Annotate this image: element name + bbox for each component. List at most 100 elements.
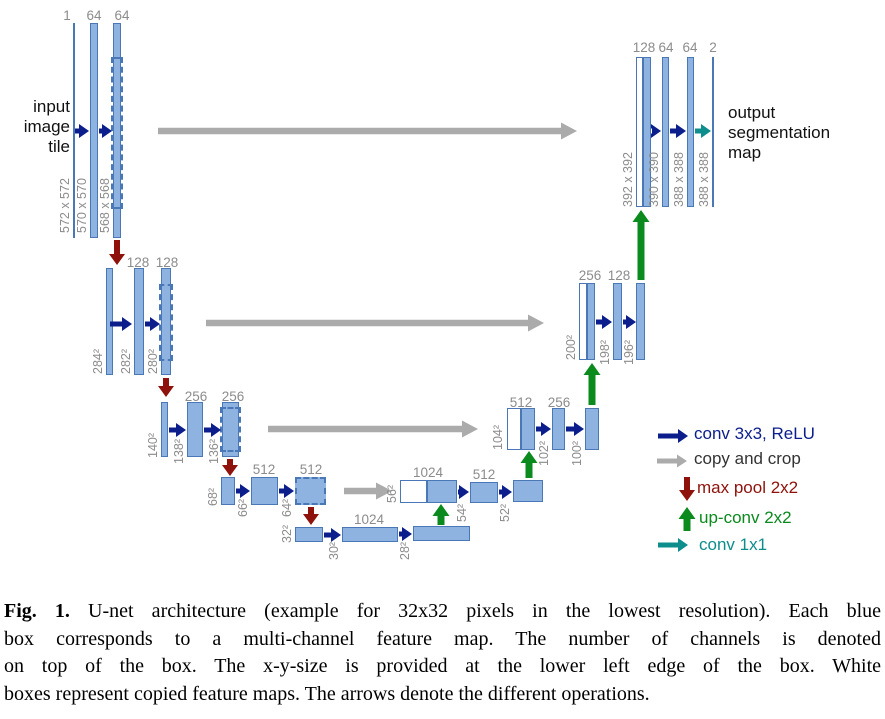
channel-count-label: 256 (184, 389, 208, 404)
legend-conv1-arrow (658, 538, 688, 552)
xy-size-label: 284² (91, 348, 105, 374)
xy-size-label: 68² (206, 487, 220, 506)
dec4-map-52 (513, 480, 543, 502)
channel-count-label: 1 (63, 8, 71, 23)
xy-size-label: 388 x 388 (672, 152, 686, 207)
conv-arrow (458, 485, 469, 499)
channel-count-label: 128 (126, 255, 150, 270)
enc3-map-138 (187, 402, 203, 457)
conv-arrow (110, 317, 132, 331)
bottom-map-28 (413, 526, 470, 541)
enc4-map-66 (251, 477, 278, 505)
input-image-tile-label: input image tile (23, 97, 70, 156)
channel-count-label: 64 (682, 40, 698, 55)
up-arrow (432, 504, 450, 525)
channel-count-label: 128 (632, 40, 656, 55)
output-segmentation-map-label: output segmentation map (728, 103, 831, 162)
enc3-map-136 (222, 402, 239, 457)
xy-size-label: 32² (280, 524, 294, 543)
xy-size-label: 200² (564, 334, 578, 360)
arrows-layer (75, 122, 711, 552)
dec3-map-102 (552, 408, 565, 450)
up-arrow (520, 451, 538, 478)
xy-size-label: 64² (280, 498, 294, 517)
xy-size-label: 280² (146, 348, 160, 374)
channel-count-label: 512 (472, 467, 496, 482)
caption-fig-label: Fig. 1. (4, 600, 70, 622)
channel-count-label: 512 (299, 462, 323, 477)
xy-size-label: 28² (398, 541, 412, 560)
channel-count-label: 512 (509, 395, 533, 410)
xy-size-label: 390 x 390 (647, 152, 661, 207)
xy-size-label: 56² (385, 484, 399, 503)
xy-size-label: 392 x 392 (621, 152, 635, 207)
conv-arrow (204, 423, 221, 437)
xy-size-label: 568 x 568 (98, 178, 112, 233)
caption-line-3: on top of the box. The x-y-size is provi… (4, 655, 881, 677)
legend-up-arrow (678, 507, 696, 531)
dec1-map-388 (687, 57, 694, 207)
pool-arrow (158, 378, 174, 397)
xy-size-label: 100² (570, 440, 584, 466)
dec2-copied-200 (579, 283, 587, 360)
enc4-map-68 (221, 477, 235, 505)
copy-arrow (268, 420, 478, 438)
xy-size-label: 572 x 572 (58, 178, 72, 233)
bottom-map-30 (342, 527, 398, 542)
output-map-388 (712, 57, 714, 207)
conv-arrow (399, 527, 412, 541)
conv-arrow (566, 422, 584, 436)
channel-count-label: 64 (86, 8, 102, 23)
pool-arrow (303, 507, 319, 525)
xy-size-label: 102² (537, 440, 551, 466)
legend-copy-arrow (657, 454, 687, 468)
pool-arrow (109, 240, 125, 265)
dec3-map-100 (585, 408, 599, 450)
xy-size-label: 388 x 388 (697, 152, 711, 207)
enc1-crop-outline (111, 57, 123, 209)
conv-arrow (536, 422, 551, 436)
legend-label-pool: max pool 2x2 (697, 478, 799, 497)
bottom-map-32 (295, 527, 323, 542)
pool-arrow (222, 459, 238, 476)
channel-count-label: 64 (658, 40, 674, 55)
xy-size-label: 140² (146, 432, 160, 458)
up-arrow (632, 210, 650, 280)
xy-size-label: 104² (491, 424, 505, 450)
conv-arrow (670, 124, 686, 138)
caption-line-2: box corresponds to a multi-channel featu… (4, 627, 881, 650)
dec3-map-104 (521, 408, 535, 450)
dec1-map-390 (662, 57, 669, 207)
channel-count-label: 128 (607, 268, 631, 283)
conv-arrow (75, 124, 89, 138)
channel-count-label: 1024 (353, 512, 385, 527)
copy-arrow (344, 482, 392, 500)
conv-arrow (596, 315, 612, 329)
xy-size-label: 282² (119, 348, 133, 374)
conv-arrow (145, 317, 160, 331)
enc2-crop-outline (159, 284, 173, 361)
conv-arrow (279, 484, 294, 498)
legend-label-up: up-conv 2x2 (699, 508, 792, 527)
enc1-map-572x572 (73, 23, 75, 238)
channel-count-label: 512 (252, 462, 276, 477)
conv-arrow (499, 485, 512, 499)
xy-size-label: 52² (498, 503, 512, 522)
legend-pool-arrow (679, 477, 695, 501)
dec3-copied-104 (507, 408, 521, 450)
dec1-copied-392 (636, 57, 643, 207)
legend-label-conv1: conv 1x1 (699, 535, 768, 554)
copy-arrow (158, 122, 577, 140)
channel-count-label: 256 (221, 389, 245, 404)
figure-caption: Fig. 1. U-net architecture (example for … (4, 598, 881, 708)
legend-conv-arrow (658, 429, 688, 443)
conv-arrow (99, 124, 112, 138)
channel-count-label: 256 (578, 268, 602, 283)
legend-label-conv: conv 3x3, ReLU (694, 424, 815, 443)
conv-arrow (623, 315, 636, 329)
xy-size-label: 138² (172, 438, 186, 464)
enc4-map-64 (295, 477, 326, 505)
dec4-map-56 (427, 480, 457, 503)
channel-count-label: 2 (709, 40, 717, 55)
